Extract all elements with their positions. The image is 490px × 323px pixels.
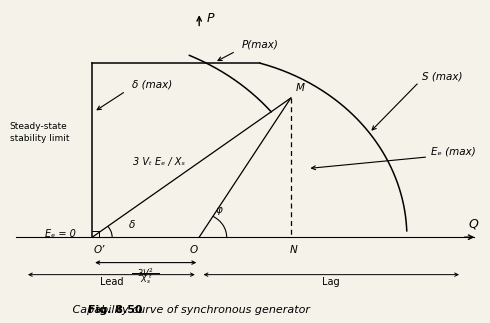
Text: 3 Vₜ Eₑ / Xₛ: 3 Vₜ Eₑ / Xₛ xyxy=(133,157,186,167)
Text: Lag: Lag xyxy=(322,277,340,287)
Text: N: N xyxy=(290,245,298,255)
Text: M: M xyxy=(295,83,304,93)
Text: P: P xyxy=(207,12,214,26)
Text: φ: φ xyxy=(216,205,223,215)
Text: $X_s$: $X_s$ xyxy=(140,274,151,286)
Text: P(max): P(max) xyxy=(242,40,279,50)
Text: Capability curve of synchronous generator: Capability curve of synchronous generato… xyxy=(62,305,310,315)
Text: Lead: Lead xyxy=(99,277,123,287)
Text: Steady-state
stability limit: Steady-state stability limit xyxy=(10,122,69,143)
Text: δ: δ xyxy=(129,220,135,230)
Text: Q: Q xyxy=(469,217,479,231)
Text: Fig. 8.50: Fig. 8.50 xyxy=(88,305,143,315)
Text: O: O xyxy=(190,245,197,255)
Text: S (max): S (max) xyxy=(422,72,463,82)
Text: $3V_t^2$: $3V_t^2$ xyxy=(137,266,154,281)
Text: Eₑ (max): Eₑ (max) xyxy=(431,147,476,157)
Text: δ (max): δ (max) xyxy=(132,79,172,89)
Text: O’: O’ xyxy=(94,245,105,255)
Text: Eₑ = 0: Eₑ = 0 xyxy=(45,230,75,239)
